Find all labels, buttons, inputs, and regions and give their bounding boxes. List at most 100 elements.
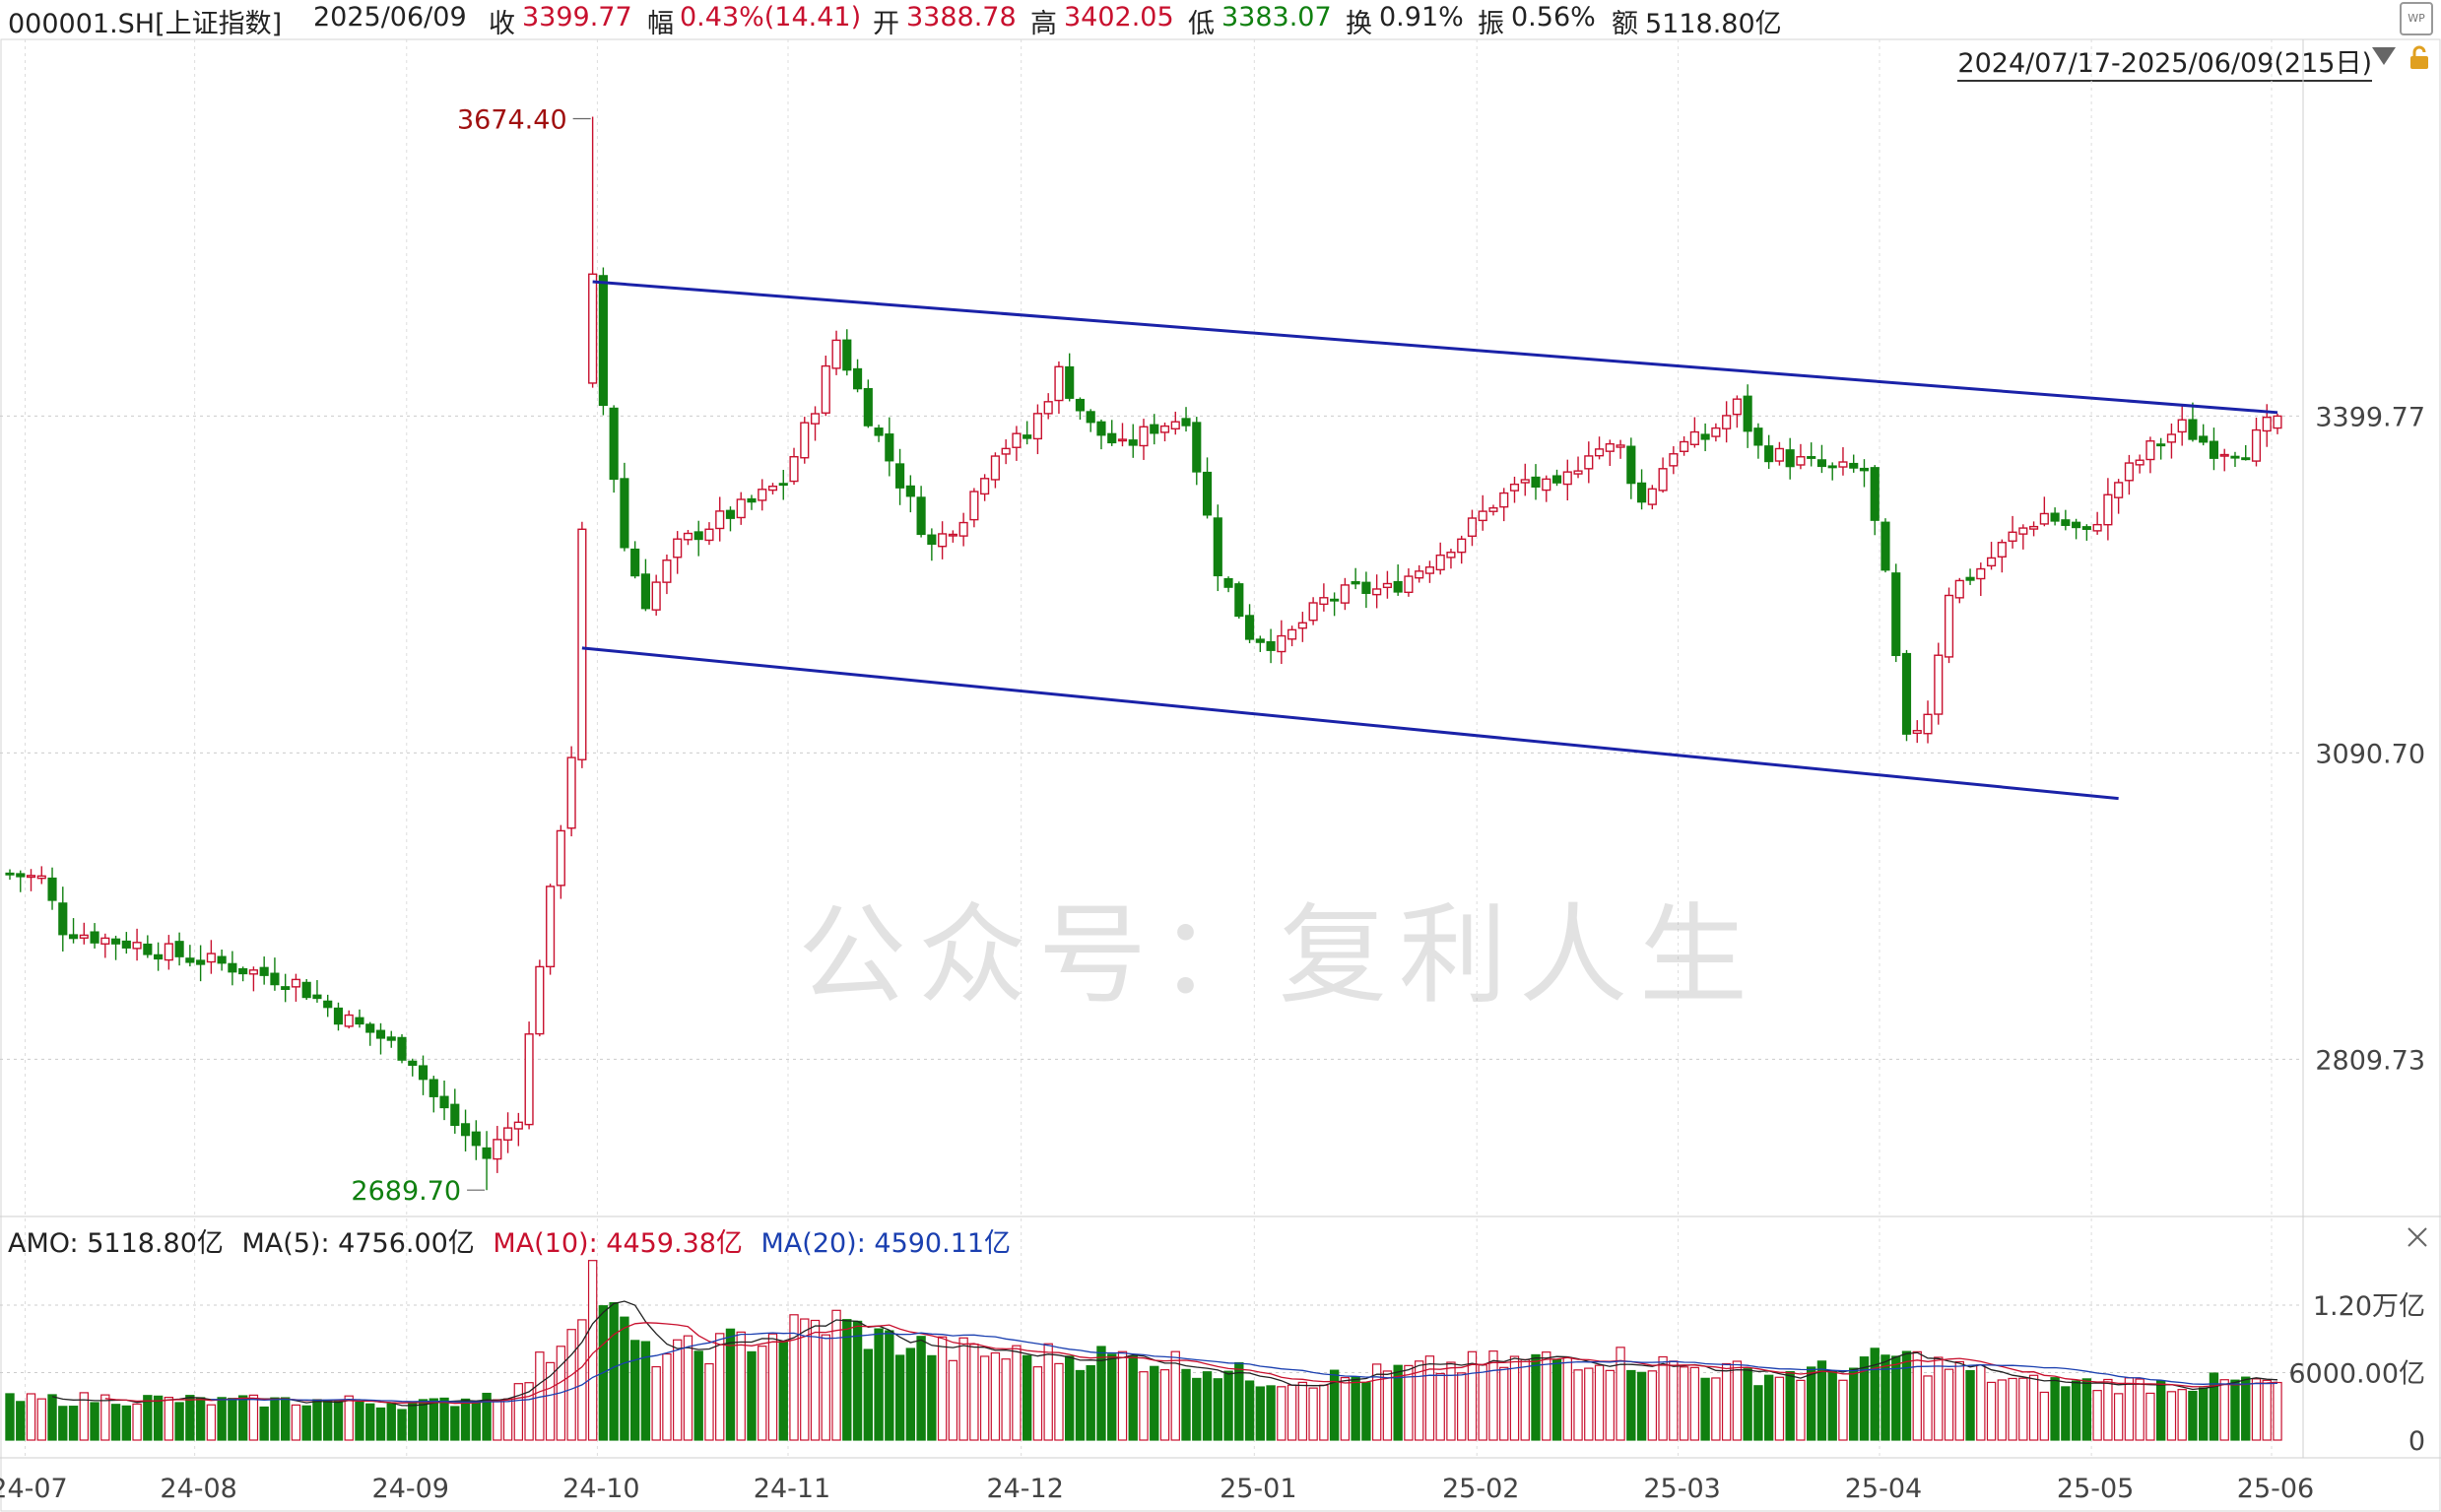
volume-bar <box>2135 1378 2144 1441</box>
wp-icon[interactable]: WP <box>2400 2 2433 35</box>
candle-body <box>673 538 683 559</box>
volume-bar <box>482 1392 492 1441</box>
volume-bar <box>2061 1386 2071 1441</box>
candle-body <box>1340 584 1350 604</box>
candle-body <box>1997 542 2007 558</box>
candle-body <box>2061 519 2071 526</box>
volume-bar <box>1807 1366 1816 1441</box>
candle-body <box>1816 459 1827 468</box>
close-icon[interactable] <box>2404 1223 2431 1251</box>
candle-body <box>990 455 1000 481</box>
volume-bar <box>110 1404 121 1441</box>
volume-bar <box>1616 1347 1625 1441</box>
candle-body <box>662 559 672 583</box>
candle-body <box>1584 455 1594 470</box>
candle-body <box>2241 457 2251 461</box>
volume-bar <box>863 1348 874 1441</box>
candle-body <box>969 491 979 521</box>
candle-body <box>16 873 26 878</box>
volume-bar <box>1181 1368 1191 1441</box>
candle-body <box>1923 713 1933 735</box>
candle-body <box>1891 572 1901 657</box>
candle-body <box>2230 455 2240 459</box>
candle-body <box>800 422 810 459</box>
header-amplitude-label: 振 <box>1478 9 1504 39</box>
candle-body <box>2092 523 2102 532</box>
header-turnover: 0.91% <box>1379 2 1464 33</box>
volume-bar <box>2188 1390 2198 1441</box>
volume-bar <box>90 1402 99 1441</box>
candle-body <box>598 275 608 407</box>
volume-bar <box>1859 1356 1870 1441</box>
candle-body <box>1700 433 1710 440</box>
time-tick-label: 24-11 <box>754 1474 830 1504</box>
volume-bar <box>1849 1367 1859 1441</box>
volume-bar <box>1551 1358 1562 1441</box>
time-tick-label: 25-03 <box>1643 1474 1720 1504</box>
volume-bar <box>693 1350 703 1441</box>
candle-body <box>2072 521 2081 529</box>
candle-body <box>1562 471 1572 486</box>
header-date: 2025/06/09 <box>313 2 467 33</box>
volume-bar <box>5 1393 15 1441</box>
candle-body <box>1372 588 1382 596</box>
candle-body <box>1415 570 1424 579</box>
volume-bar <box>185 1395 195 1441</box>
volume-bar <box>885 1330 894 1441</box>
volume-bar <box>969 1344 979 1441</box>
candle-body <box>630 548 640 577</box>
volume-bar <box>408 1402 418 1441</box>
volume-bar <box>1424 1355 1435 1441</box>
time-tick-label: 24-12 <box>986 1474 1063 1504</box>
volume-bar <box>1689 1366 1700 1441</box>
volume-bar <box>1838 1379 1848 1441</box>
candle-body <box>1753 427 1763 446</box>
candle-body <box>1551 475 1562 484</box>
header-low-label: 低 <box>1188 9 1215 39</box>
candle-body <box>1807 456 1816 459</box>
candle-body <box>460 1123 471 1137</box>
volume-bar <box>715 1333 725 1441</box>
price-tick-label: 3090.70 <box>2315 739 2425 769</box>
volume-bar <box>1912 1350 1922 1441</box>
dropdown-arrow-icon[interactable] <box>2372 47 2396 65</box>
lock-icon[interactable] <box>2408 45 2431 71</box>
volume-bar <box>800 1318 810 1441</box>
candle-body <box>704 528 714 542</box>
candle-body <box>2177 419 2187 433</box>
volume-bar <box>460 1398 471 1441</box>
volume-bar <box>2092 1390 2102 1441</box>
candle-body <box>100 937 110 945</box>
candle-body <box>154 953 164 960</box>
volume-bar <box>1743 1368 1752 1441</box>
volume-bar <box>291 1404 301 1441</box>
candle-body <box>1954 579 1964 599</box>
candle-body <box>693 531 703 541</box>
volume-bar <box>1827 1370 1837 1441</box>
candle-body <box>2251 428 2262 462</box>
volume-bar <box>1414 1360 1424 1441</box>
volume-bar <box>2008 1377 2017 1441</box>
candle-body <box>1139 426 1149 447</box>
volume-bar <box>948 1359 958 1441</box>
volume-bar <box>397 1409 407 1441</box>
volume-bar <box>2166 1391 2177 1441</box>
candle-body <box>482 1147 492 1159</box>
volume-bar <box>1669 1360 1679 1441</box>
volume-bar <box>312 1399 322 1441</box>
header-open: 3388.78 <box>906 2 1017 33</box>
volume-bar <box>1457 1372 1467 1441</box>
candle-body <box>1297 622 1307 629</box>
volume-bar <box>1584 1367 1594 1441</box>
volume-bar <box>1297 1381 1308 1441</box>
volume-bar <box>937 1336 948 1441</box>
candle-body <box>26 875 36 879</box>
volume-bar <box>1732 1360 1743 1441</box>
candle-body <box>546 886 556 968</box>
time-tick-label: 24-10 <box>562 1474 639 1504</box>
candle-body <box>1032 413 1043 440</box>
volume-bar <box>852 1320 863 1441</box>
header-symbol: 000001.SH[上证指数] <box>8 9 283 39</box>
volume-bar <box>79 1392 89 1441</box>
candle-body <box>110 938 121 945</box>
